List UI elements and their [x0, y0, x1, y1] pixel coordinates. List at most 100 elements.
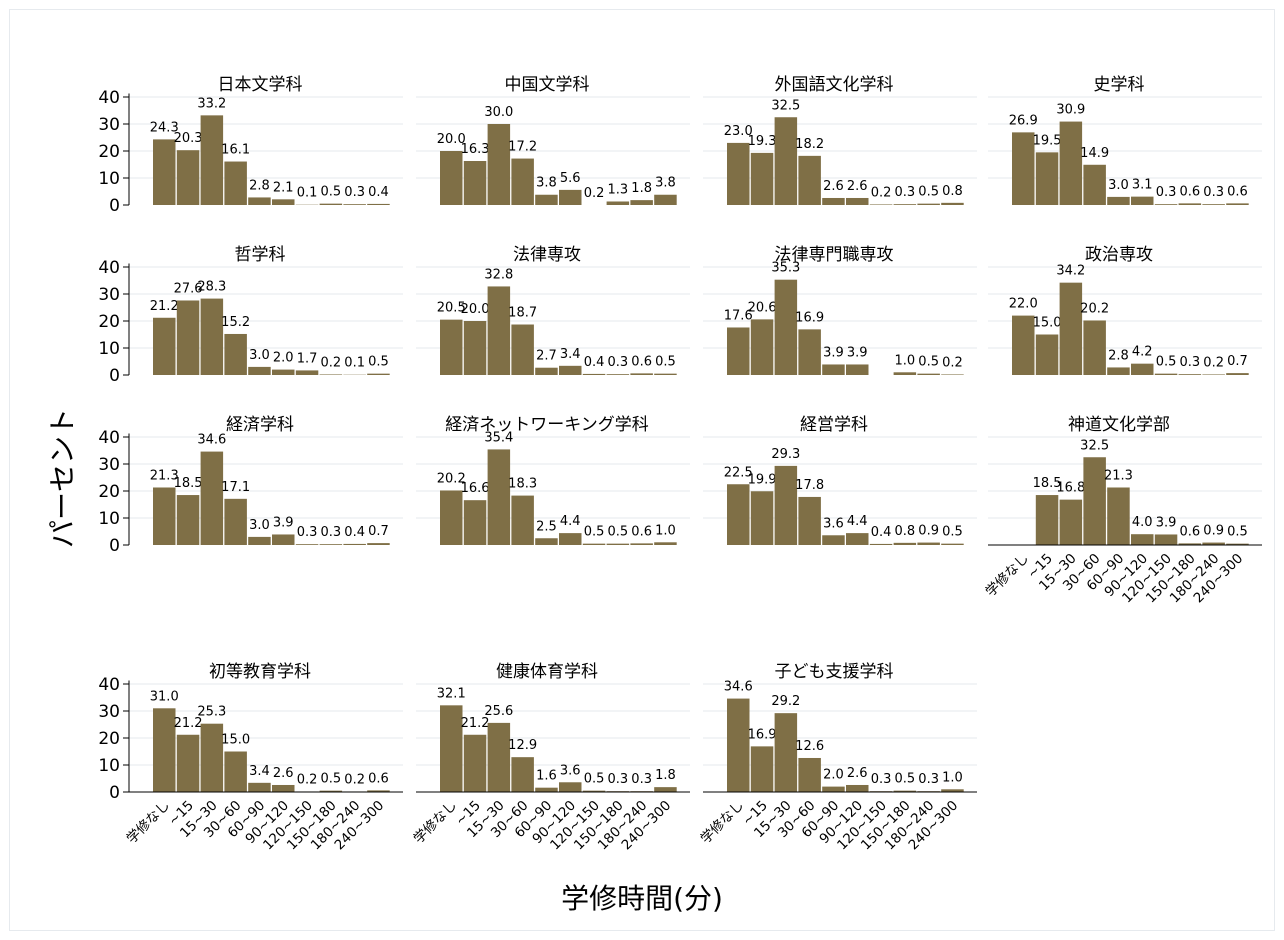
data-label: 3.9	[1156, 515, 1177, 530]
bar	[200, 298, 224, 375]
bar	[727, 698, 750, 792]
panel-title: 子ども支援学科	[775, 662, 894, 682]
panel-title: 経営学科	[800, 415, 868, 435]
data-label: 3.0	[249, 348, 270, 363]
bar	[248, 782, 271, 792]
data-label: 0.5	[584, 772, 605, 787]
bar	[917, 373, 940, 375]
bar	[654, 787, 677, 792]
data-label: 25.3	[197, 705, 226, 720]
data-label: 0.1	[297, 186, 318, 201]
data-label: 0.2	[871, 185, 892, 200]
x-tick-label: 学修なし	[124, 798, 173, 847]
bar	[1131, 363, 1154, 375]
data-label: 0.3	[1156, 185, 1177, 200]
data-label: 0.4	[584, 355, 605, 370]
y-tick-label: 0	[109, 536, 120, 556]
y-tick-label: 40	[98, 428, 120, 448]
bar	[774, 279, 798, 375]
bar	[1154, 373, 1178, 375]
data-label: 17.6	[724, 308, 753, 323]
y-tick-label: 10	[98, 169, 120, 189]
data-label: 2.7	[536, 349, 557, 364]
data-label: 1.6	[536, 769, 557, 784]
data-label: 2.1	[273, 180, 294, 195]
data-label: 2.8	[1108, 348, 1129, 363]
data-label: 0.3	[1180, 355, 1201, 370]
panel-title: 政治専攻	[1085, 245, 1153, 265]
data-label: 29.3	[771, 447, 800, 462]
bar	[343, 543, 366, 545]
bar	[1154, 534, 1178, 545]
bar	[630, 373, 653, 375]
data-label: 17.8	[795, 478, 824, 493]
data-label: 0.9	[1203, 524, 1224, 539]
data-label: 21.2	[461, 716, 490, 731]
bar	[440, 705, 463, 792]
panel-title: 健康体育学科	[496, 662, 598, 682]
bar	[487, 722, 511, 792]
bar	[463, 321, 487, 375]
x-tick-label: 学修なし	[698, 798, 747, 847]
data-label: 0.2	[584, 186, 605, 201]
data-label: 32.8	[484, 267, 513, 282]
data-label: 0.2	[942, 355, 963, 370]
data-label: 18.2	[795, 137, 824, 152]
bar	[319, 374, 343, 375]
bar	[1083, 164, 1106, 205]
bar	[941, 202, 964, 205]
data-label: 32.1	[437, 686, 466, 701]
bar	[1059, 282, 1083, 375]
bar	[846, 533, 869, 545]
bar	[1178, 374, 1202, 375]
data-label: 1.8	[631, 181, 652, 196]
data-label: 15.0	[221, 733, 250, 748]
data-label: 20.0	[461, 302, 490, 317]
data-label: 3.8	[655, 176, 676, 191]
data-label: 21.2	[174, 716, 203, 731]
bar	[750, 319, 774, 375]
y-tick-label: 30	[98, 115, 120, 135]
bar	[248, 536, 271, 545]
data-label: 0.4	[871, 525, 892, 540]
bar	[630, 200, 653, 205]
bar	[248, 366, 271, 375]
bar	[440, 319, 463, 375]
y-tick-label: 30	[98, 455, 120, 475]
data-label: 3.9	[823, 345, 844, 360]
data-label: 1.0	[655, 523, 676, 538]
data-label: 20.3	[174, 131, 203, 146]
data-label: 3.4	[249, 764, 270, 779]
bar	[487, 449, 511, 545]
data-label: 18.3	[508, 477, 537, 492]
x-tick-label: 学修なし	[983, 551, 1032, 600]
bar	[153, 139, 176, 205]
data-label: 0.3	[918, 772, 939, 787]
data-label: 4.2	[1132, 345, 1153, 360]
data-label: 0.8	[942, 184, 963, 199]
data-label: 22.0	[1009, 297, 1038, 312]
bar	[1202, 542, 1225, 545]
bar	[1107, 196, 1130, 205]
bar	[487, 124, 511, 205]
bar	[200, 723, 224, 792]
data-label: 20.2	[437, 471, 466, 486]
bar	[654, 542, 677, 545]
y-tick-label: 40	[98, 258, 120, 278]
data-label: 0.3	[1203, 185, 1224, 200]
data-label: 3.6	[823, 516, 844, 531]
data-label: 5.6	[560, 171, 581, 186]
data-label: 29.2	[771, 694, 800, 709]
data-label: 0.3	[608, 772, 629, 787]
bar	[319, 790, 343, 792]
data-label: 0.5	[1227, 525, 1248, 540]
data-label: 16.6	[461, 481, 490, 496]
data-label: 3.9	[273, 515, 294, 530]
data-label: 0.5	[655, 355, 676, 370]
bar	[822, 364, 845, 375]
data-label: 0.3	[344, 185, 365, 200]
data-label: 0.8	[895, 524, 916, 539]
bar	[224, 498, 247, 545]
data-label: 2.8	[249, 178, 270, 193]
